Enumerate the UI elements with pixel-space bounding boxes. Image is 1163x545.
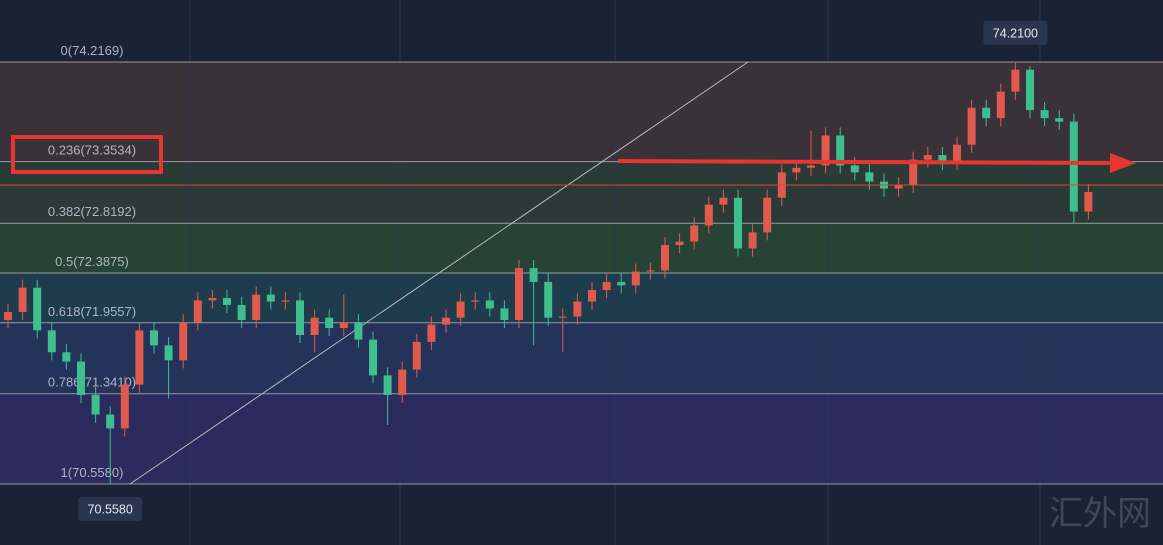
candle-body bbox=[704, 204, 713, 226]
candle-body bbox=[1026, 69, 1034, 111]
arrow-head bbox=[1110, 153, 1136, 173]
candle-body bbox=[923, 155, 932, 160]
candle-body bbox=[456, 301, 465, 318]
candle-body bbox=[135, 330, 144, 385]
candle-body bbox=[646, 270, 655, 272]
candle-body bbox=[1069, 121, 1078, 212]
fib-level-label: 0.5(72.3875) bbox=[55, 254, 129, 269]
candle-body bbox=[281, 300, 290, 302]
candle-body bbox=[150, 330, 158, 346]
fib-band bbox=[0, 272, 1163, 323]
watermark: 汇外网 bbox=[1049, 494, 1151, 534]
candle-body bbox=[850, 165, 859, 173]
candle-body bbox=[47, 330, 56, 353]
candle-body bbox=[836, 135, 845, 166]
candle-body bbox=[661, 245, 669, 271]
candle-body bbox=[967, 107, 976, 145]
candle-body bbox=[223, 298, 231, 306]
candle-body bbox=[18, 287, 27, 312]
highlight-box bbox=[11, 135, 163, 174]
candle-body bbox=[996, 91, 1005, 119]
candle-body bbox=[763, 197, 772, 233]
candle-body bbox=[339, 322, 348, 329]
candle-body bbox=[77, 361, 85, 395]
fib-band bbox=[0, 322, 1163, 394]
fib-level-label: 0.618(71.9557) bbox=[48, 304, 136, 319]
candle-body bbox=[588, 290, 596, 302]
price-annotation-label: 70.5580 bbox=[88, 502, 133, 516]
candle-body bbox=[33, 287, 42, 331]
fib-band bbox=[0, 161, 1163, 224]
candle-body bbox=[602, 281, 611, 291]
candle-body bbox=[383, 375, 392, 395]
candle-body bbox=[354, 322, 363, 340]
candle-body bbox=[208, 298, 217, 301]
candle-body bbox=[719, 197, 728, 205]
candle-body bbox=[909, 159, 918, 186]
candle-body bbox=[982, 107, 991, 119]
candle-body bbox=[179, 322, 188, 361]
candle-body bbox=[62, 352, 71, 362]
candle-body bbox=[91, 394, 100, 415]
candle-body bbox=[529, 268, 538, 282]
candle-body bbox=[807, 165, 815, 168]
candle-body bbox=[427, 324, 436, 342]
candle-body bbox=[953, 144, 961, 162]
candle-body bbox=[120, 384, 129, 429]
fib-level-label: 0.786(71.3410) bbox=[48, 375, 136, 390]
candle-body bbox=[325, 317, 334, 329]
candle-body bbox=[1084, 191, 1093, 212]
candle-body bbox=[573, 301, 582, 317]
candle-body bbox=[252, 294, 261, 320]
candle-body bbox=[500, 308, 509, 320]
fib-level-label: 0(74.2169) bbox=[61, 43, 124, 58]
candle-body bbox=[821, 135, 830, 166]
candle-body bbox=[544, 281, 553, 318]
candle-body bbox=[1040, 110, 1049, 119]
price-annotation-box bbox=[983, 20, 1048, 45]
candle-body bbox=[193, 300, 202, 323]
candle-body bbox=[865, 172, 874, 182]
price-annotation-label: 74.2100 bbox=[993, 26, 1038, 40]
candle-body bbox=[266, 294, 275, 302]
price-annotation-box bbox=[78, 496, 143, 521]
candle-body bbox=[471, 300, 480, 302]
candle-body bbox=[237, 305, 246, 320]
candle-body bbox=[1055, 118, 1064, 122]
candle-body bbox=[1011, 69, 1020, 92]
candle-body bbox=[690, 225, 699, 242]
candle-body bbox=[485, 300, 494, 309]
candle-body bbox=[894, 185, 903, 189]
candle-body bbox=[792, 167, 801, 173]
candle-body bbox=[631, 271, 640, 286]
candle-body bbox=[369, 339, 377, 376]
candle-body bbox=[515, 268, 523, 320]
candle-body bbox=[675, 241, 684, 246]
overlay: 74.2100 70.5580 bbox=[0, 20, 1163, 521]
candle-body bbox=[296, 300, 304, 335]
fib-level-label: 0.382(72.8192) bbox=[48, 204, 136, 219]
fib-band bbox=[0, 223, 1163, 273]
fib-band bbox=[0, 393, 1163, 484]
candle-body bbox=[748, 232, 757, 249]
candle-body bbox=[558, 316, 567, 318]
candle-body bbox=[398, 369, 407, 395]
candle-body bbox=[617, 281, 626, 286]
candle-body bbox=[310, 317, 319, 335]
candle-body bbox=[442, 317, 450, 325]
candle-body bbox=[106, 414, 115, 429]
candle-body bbox=[164, 345, 173, 361]
arrow-shaft bbox=[617, 159, 1116, 165]
candle-body bbox=[412, 341, 421, 370]
fib-trend-line bbox=[129, 61, 749, 485]
fib-level-label: 0.236(73.3534) bbox=[48, 143, 136, 158]
candle-body bbox=[4, 311, 12, 320]
candle-body bbox=[938, 155, 947, 162]
fib-level-label: 1(70.5580) bbox=[61, 465, 124, 480]
candle-body bbox=[734, 197, 742, 249]
